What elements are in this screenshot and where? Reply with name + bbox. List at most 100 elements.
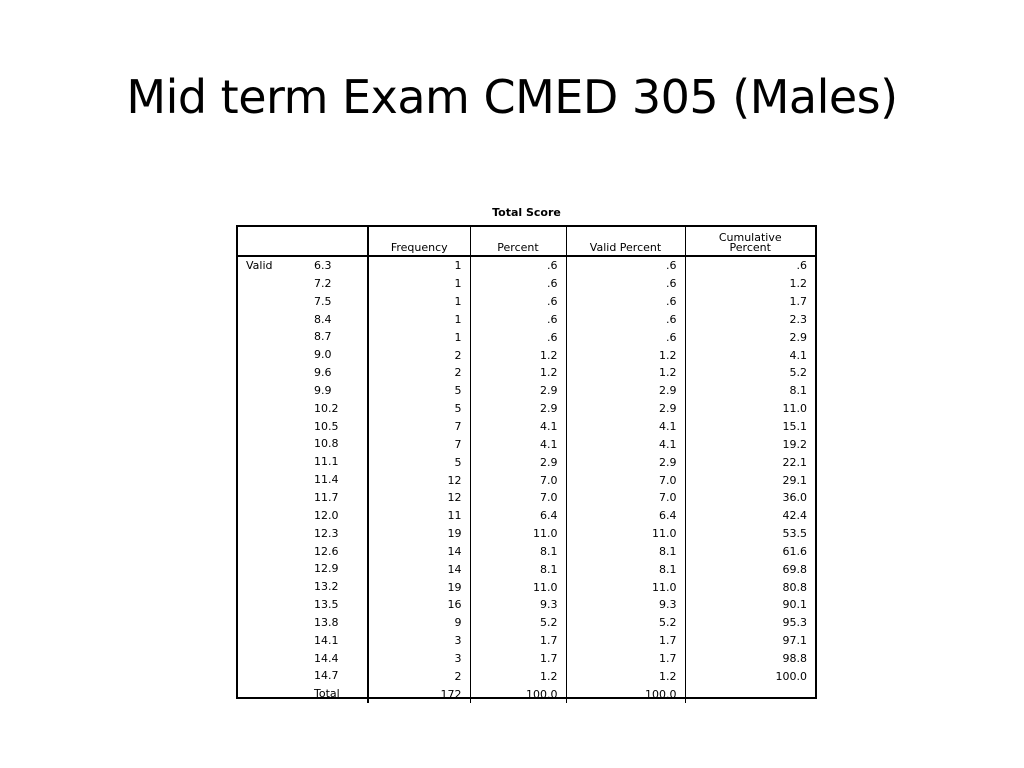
- frequency-cell: 1: [368, 256, 471, 275]
- row-label-cell: Total: [238, 685, 369, 704]
- cumulative-percent-cell: 1.7: [789, 295, 808, 309]
- valid-percent-cell: .6: [566, 292, 686, 311]
- valid-percent-cell: .6: [566, 274, 686, 293]
- row-label-cell: 12.6: [238, 542, 369, 561]
- row-label-cell: 11.1: [238, 453, 369, 472]
- score-value: 14.7: [314, 669, 339, 683]
- valid-percent-cell: .6: [566, 310, 686, 329]
- row-label-cell: 9.9: [238, 381, 369, 400]
- table-row: 10.2 5 2.9 2.9 11.0: [238, 399, 815, 418]
- cumulative-percent-cell: 80.8: [782, 580, 808, 594]
- frequency-cell: 2: [368, 346, 471, 365]
- table-row: 9.9 5 2.9 2.9 8.1: [238, 381, 815, 400]
- cumulative-percent-cell: 5.2: [789, 366, 808, 380]
- table-row: 10.8 7 4.1 4.1 19.2: [238, 435, 815, 454]
- frequency-cell: 1: [368, 274, 471, 293]
- header-blank-cell: [238, 227, 369, 257]
- frequency-cell: 7: [368, 417, 471, 436]
- percent-cell: .6: [470, 310, 567, 329]
- header-valid-percent: Valid Percent: [566, 227, 686, 257]
- row-label-cell: 12.9: [238, 560, 369, 579]
- score-value: 12.0: [314, 508, 339, 522]
- table-row: 12.3 19 11.0 11.0 53.5: [238, 524, 815, 543]
- table-row: 9.6 2 1.2 1.2 5.2: [238, 364, 815, 382]
- valid-percent-cell: 4.1: [566, 435, 686, 454]
- row-label-cell: 10.5: [238, 417, 369, 436]
- table-row: Valid 6.3 1.6.6.6: [238, 256, 815, 275]
- percent-cell: 2.9: [470, 453, 567, 472]
- frequency-cell: 12: [368, 488, 471, 507]
- valid-percent-cell: 11.0: [566, 524, 686, 543]
- table-caption: Total Score: [492, 206, 561, 219]
- valid-percent-cell: 6.4: [566, 506, 686, 525]
- table-row: 14.4 3 1.7 1.7 98.8: [238, 649, 815, 668]
- table-row: 9.0 2 1.2 1.2 4.1: [238, 346, 815, 365]
- slide-title: Mid term Exam CMED 305 (Males): [126, 70, 898, 124]
- percent-cell: 7.0: [470, 471, 567, 489]
- percent-cell: 2.9: [470, 399, 567, 418]
- row-label-cell: 8.7: [238, 328, 369, 347]
- cumulative-percent-cell: 8.1: [789, 384, 808, 398]
- valid-percent-cell: 4.1: [566, 417, 686, 436]
- valid-percent-cell: .6: [566, 328, 686, 347]
- percent-cell: .6: [470, 292, 567, 311]
- frequency-cell: 2: [368, 364, 471, 382]
- frequency-cell: 19: [368, 578, 471, 597]
- score-value: 11.7: [314, 490, 339, 504]
- score-value: 12.9: [314, 562, 339, 576]
- percent-cell: 7.0: [470, 488, 567, 507]
- table-row: 12.9 14 8.1 8.1 69.8: [238, 560, 815, 579]
- cumulative-percent-cell: 15.1: [782, 420, 808, 434]
- table-row: 10.5 7 4.1 4.1 15.1: [238, 417, 815, 436]
- valid-percent-cell: 1.2: [566, 346, 686, 365]
- row-label-cell: 11.4: [238, 471, 369, 489]
- percent-cell: 1.2: [470, 667, 567, 686]
- percent-cell: .6: [470, 274, 567, 293]
- score-value: 13.2: [314, 580, 339, 594]
- header-percent: Percent: [470, 227, 567, 257]
- score-value: 6.3: [314, 259, 332, 272]
- percent-cell: .6: [470, 328, 567, 347]
- table-row: 13.5 16 9.3 9.3 90.1: [238, 596, 815, 614]
- frequency-table: Frequency Percent Valid Percent Cumulati…: [238, 227, 815, 704]
- frequency-cell: 1: [368, 328, 471, 347]
- valid-percent-cell: 1.7: [566, 631, 686, 650]
- score-value: 8.7: [314, 330, 332, 344]
- frequency-cell: 5: [368, 399, 471, 418]
- cumulative-percent-cell: 53.5: [782, 527, 808, 541]
- table-row: 8.7 1.6.6 2.9: [238, 328, 815, 347]
- group-label: Valid: [246, 259, 273, 272]
- percent-cell: 1.7: [470, 631, 567, 650]
- valid-percent-cell: 7.0: [566, 488, 686, 507]
- score-value: 11.1: [314, 455, 339, 469]
- cumulative-percent-cell: 19.2: [782, 437, 808, 451]
- score-value: 12.6: [314, 544, 339, 558]
- row-label-cell: 10.8: [238, 435, 369, 454]
- frequency-cell: 2: [368, 667, 471, 686]
- score-value: 10.5: [314, 419, 339, 433]
- frequency-cell: 5: [368, 381, 471, 400]
- frequency-cell: 16: [368, 596, 471, 614]
- percent-cell: 1.7: [470, 649, 567, 668]
- cumulative-percent-cell: 97.1: [782, 634, 808, 648]
- table-row: 11.4 12 7.0 7.0 29.1: [238, 471, 815, 489]
- valid-percent-cell: 1.2: [566, 667, 686, 686]
- header-frequency: Frequency: [368, 227, 471, 257]
- valid-percent-cell: 8.1: [566, 542, 686, 561]
- table-header-row: Frequency Percent Valid Percent Cumulati…: [238, 227, 815, 257]
- cumulative-percent-cell: 69.8: [782, 562, 808, 576]
- cumulative-percent-cell: .6: [796, 259, 808, 273]
- frequency-cell: 14: [368, 560, 471, 579]
- valid-percent-cell: 1.7: [566, 649, 686, 668]
- row-label-cell: 14.1: [238, 631, 369, 650]
- frequency-cell: 5: [368, 453, 471, 472]
- row-label-cell: 14.7: [238, 667, 369, 686]
- table-row: 7.2 1.6.6 1.2: [238, 274, 815, 293]
- percent-cell: 1.2: [470, 364, 567, 382]
- cumulative-percent-cell: [685, 685, 815, 703]
- table-row: 14.7 2 1.2 1.2 100.0: [238, 667, 815, 686]
- valid-percent-cell: 100.0: [566, 685, 686, 704]
- table-row: 12.0 11 6.4 6.4 42.4: [238, 506, 815, 525]
- frequency-cell: 3: [368, 631, 471, 650]
- score-value: 9.9: [314, 383, 332, 397]
